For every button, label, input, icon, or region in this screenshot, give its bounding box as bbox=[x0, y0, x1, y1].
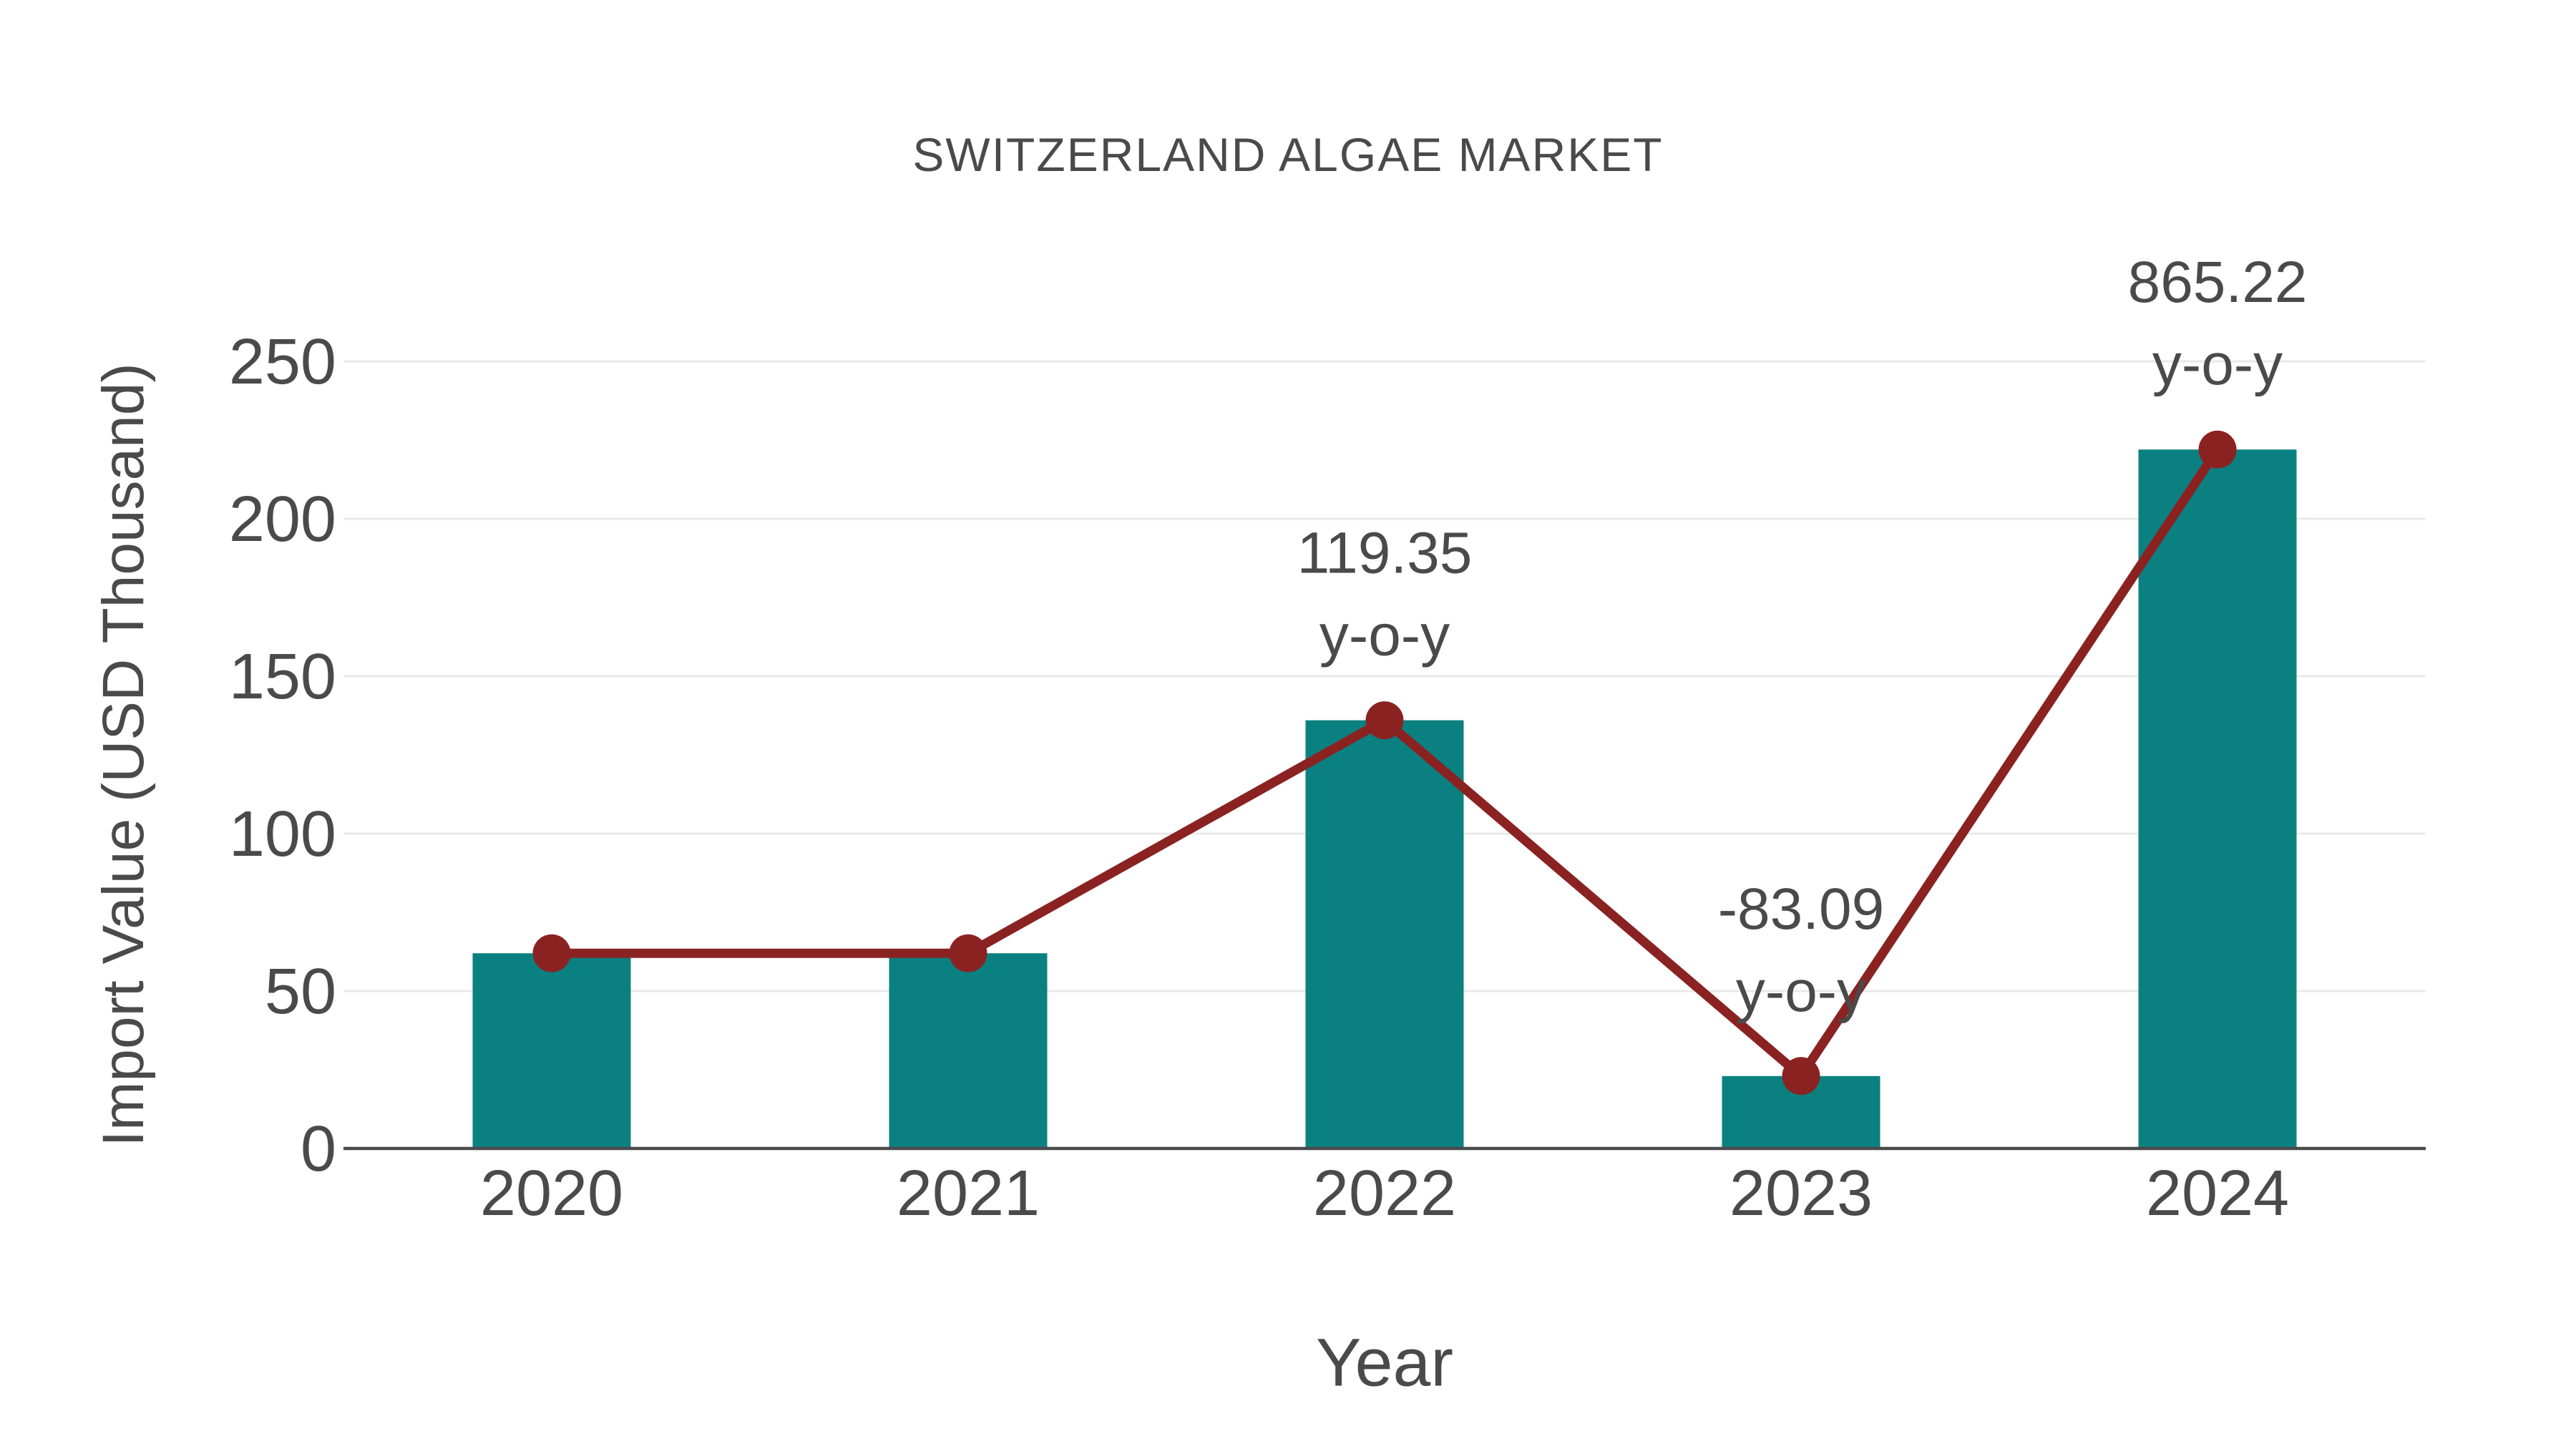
trend-marker-2021 bbox=[949, 934, 987, 972]
x-tick-label-2024: 2024 bbox=[2146, 1158, 2289, 1229]
y-tick-label-100: 100 bbox=[229, 799, 336, 870]
y-tick-label-0: 0 bbox=[301, 1113, 336, 1185]
annotation-2023-value: -83.09 bbox=[1718, 877, 1885, 942]
trend-marker-2024 bbox=[2198, 430, 2237, 469]
x-axis-title: Year bbox=[1316, 1324, 1453, 1401]
annotation-2022-value: 119.35 bbox=[1297, 521, 1473, 586]
y-tick-label-250: 250 bbox=[229, 326, 336, 398]
y-tick-label-150: 150 bbox=[229, 641, 336, 713]
x-tick-label-2023: 2023 bbox=[1729, 1158, 1873, 1229]
annotation-2024-value: 865.22 bbox=[2128, 250, 2308, 315]
annotation-2023-label: y-o-y bbox=[1736, 959, 1866, 1024]
bar-2020 bbox=[472, 953, 631, 1148]
trend-marker-2020 bbox=[532, 934, 571, 972]
bar-2022 bbox=[1305, 720, 1464, 1148]
bar-2021 bbox=[889, 953, 1048, 1148]
trend-marker-2022 bbox=[1365, 701, 1404, 740]
trend-marker-2023 bbox=[1782, 1057, 1820, 1096]
x-tick-label-2021: 2021 bbox=[897, 1158, 1040, 1229]
x-tick-label-2020: 2020 bbox=[480, 1158, 623, 1229]
bar-2024 bbox=[2138, 449, 2297, 1148]
chart-title: SWITZERLAND ALGAE MARKET bbox=[912, 128, 1664, 181]
annotation-2024-label: y-o-y bbox=[2152, 332, 2283, 397]
annotation-2022-label: y-o-y bbox=[1319, 603, 1450, 668]
y-tick-label-50: 50 bbox=[265, 956, 336, 1028]
x-tick-label-2022: 2022 bbox=[1313, 1158, 1456, 1229]
y-tick-label-200: 200 bbox=[229, 484, 336, 555]
